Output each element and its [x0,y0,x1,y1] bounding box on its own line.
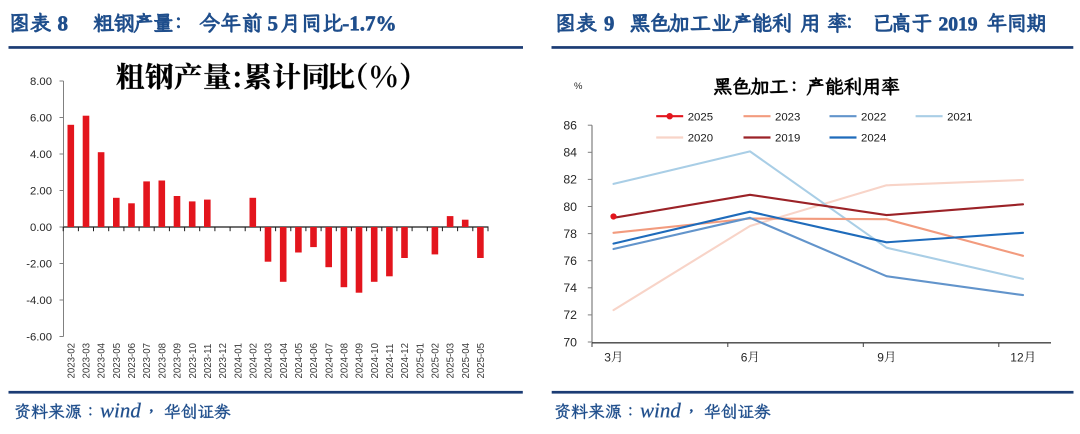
svg-text:2024-02: 2024-02 [248,343,259,379]
svg-text:12: 12 [1010,350,1024,364]
svg-text:2023-04: 2023-04 [97,342,108,378]
svg-text:74: 74 [563,281,577,295]
svg-text:3: 3 [604,350,611,364]
svg-text:2019: 2019 [775,133,800,145]
svg-text:70: 70 [563,335,577,349]
svg-text:2025-01: 2025-01 [415,343,426,379]
svg-text:84: 84 [563,146,577,160]
svg-text:2023-09: 2023-09 [173,343,184,379]
svg-text:2024-03: 2024-03 [264,343,275,379]
svg-text:2025: 2025 [688,111,713,123]
svg-text:8.00: 8.00 [30,76,52,88]
svg-text:82: 82 [563,173,577,187]
svg-text:2021: 2021 [947,111,972,123]
svg-text:2023-05: 2023-05 [112,343,123,379]
svg-text:6: 6 [741,350,748,364]
svg-text:2024: 2024 [861,133,886,145]
svg-text:2024-12: 2024-12 [400,343,411,379]
svg-text:2023-03: 2023-03 [82,343,93,379]
svg-text:2023-12: 2023-12 [218,343,229,379]
svg-text:2023-11: 2023-11 [203,344,214,379]
svg-text:2024-04: 2024-04 [279,342,290,378]
svg-text:2025-03: 2025-03 [446,343,457,379]
svg-text:76: 76 [563,254,577,268]
svg-text:86: 86 [563,119,577,133]
svg-text:2025-04: 2025-04 [461,342,472,378]
svg-text:-2.00: -2.00 [26,259,52,271]
svg-text:2022: 2022 [861,111,886,123]
svg-text:2024-07: 2024-07 [324,343,335,379]
svg-text:9: 9 [877,350,884,364]
svg-text:72: 72 [563,308,577,322]
svg-text:2023: 2023 [775,111,800,123]
svg-text:2023-07: 2023-07 [142,343,153,379]
svg-text:-4.00: -4.00 [26,295,52,307]
svg-text:0.00: 0.00 [30,222,52,234]
svg-text:78: 78 [563,227,577,241]
svg-text:2024-01: 2024-01 [233,343,244,379]
svg-text:-6.00: -6.00 [26,332,52,344]
svg-text:2023-02: 2023-02 [66,343,77,379]
svg-text:2025-02: 2025-02 [431,343,442,379]
svg-text:2024-08: 2024-08 [340,343,351,379]
svg-text:2024-11: 2024-11 [385,344,396,379]
svg-text:2023-10: 2023-10 [188,342,199,378]
svg-text:2023-06: 2023-06 [127,343,138,379]
svg-text:2024-09: 2024-09 [355,343,366,379]
svg-text:2025-05: 2025-05 [476,343,487,379]
svg-text:80: 80 [563,200,577,214]
svg-text:2020: 2020 [688,133,713,145]
svg-text:2024-05: 2024-05 [294,343,305,379]
svg-text:4.00: 4.00 [30,149,52,161]
svg-text:6.00: 6.00 [30,113,52,125]
svg-text:2024-06: 2024-06 [309,343,320,379]
svg-text:2.00: 2.00 [30,186,52,198]
svg-text:2023-08: 2023-08 [157,343,168,379]
svg-text:2024-10: 2024-10 [370,342,381,378]
svg-text:%: % [574,81,583,92]
